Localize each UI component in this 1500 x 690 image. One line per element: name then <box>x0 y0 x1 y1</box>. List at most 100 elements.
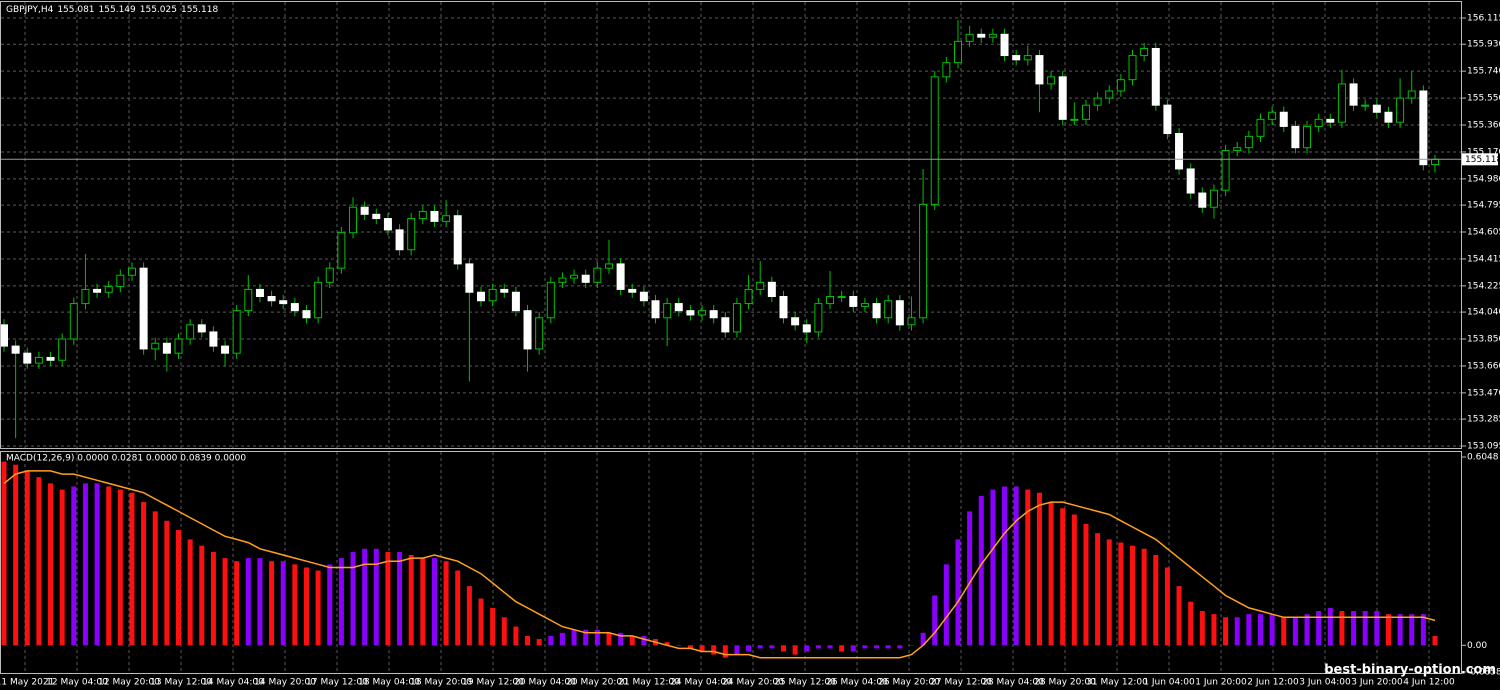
candle-body <box>477 291 485 302</box>
candle-body <box>628 288 637 293</box>
macd-bar <box>1130 545 1136 646</box>
candle-body <box>1291 125 1300 149</box>
x-tick-label: 20 May 04:00 <box>514 678 576 688</box>
macd-bar <box>164 520 170 646</box>
macd-bar <box>804 645 810 652</box>
candle-body <box>325 267 334 283</box>
candle-body <box>849 295 858 307</box>
candle-body <box>1198 192 1207 208</box>
x-tick-label: 26 May 04:00 <box>826 678 888 688</box>
candle-body <box>814 303 823 333</box>
macd-bar <box>1141 548 1147 646</box>
candle-body <box>11 345 20 354</box>
macd-bar <box>1397 614 1403 646</box>
macd-bar <box>664 642 670 646</box>
x-tick-label: 25 May 12:00 <box>774 678 836 688</box>
macd-bar <box>618 632 624 646</box>
candle-body <box>407 218 416 251</box>
macd-bar <box>1269 614 1275 646</box>
macd-bar <box>129 492 135 646</box>
macd-panel-frame <box>0 451 1462 674</box>
candle-body <box>988 33 997 38</box>
macd-bar <box>874 645 880 649</box>
candle-body <box>1431 158 1439 166</box>
x-tick-label: 3 Jun 20:00 <box>1351 678 1403 688</box>
macd-bar <box>757 645 763 649</box>
macd-bar <box>606 632 612 646</box>
candle-body <box>1419 90 1428 166</box>
candle-body <box>360 206 369 215</box>
macd-bar <box>525 635 531 646</box>
macd-bar <box>1257 614 1263 646</box>
macd-bar <box>1060 508 1066 646</box>
candle-body <box>907 317 916 326</box>
candle-body <box>139 267 148 350</box>
macd-bar <box>1036 492 1042 646</box>
macd-bar <box>1002 486 1008 646</box>
macd-bar <box>315 570 321 646</box>
candle-body <box>127 267 136 276</box>
macd-bar <box>746 645 752 652</box>
candle-body <box>593 267 602 283</box>
candle-body <box>1175 133 1184 170</box>
candle-body <box>314 281 323 319</box>
candle-body <box>23 352 32 364</box>
candle-body <box>1221 150 1230 191</box>
macd-bar <box>1339 611 1345 646</box>
macd-bar <box>571 629 577 646</box>
candle-body <box>698 310 707 316</box>
macd-bar <box>1048 502 1054 646</box>
candle-body <box>290 303 299 312</box>
candle-body <box>930 76 939 205</box>
macd-bar <box>1083 523 1089 646</box>
macd-bar <box>897 645 903 649</box>
macd-bar <box>955 539 961 646</box>
macd-bar <box>967 511 973 646</box>
candle-body <box>383 218 392 231</box>
y-tick-label: 154.605 <box>1467 228 1500 238</box>
candle-body <box>709 310 718 319</box>
candle-body <box>604 263 613 269</box>
macd-bar <box>862 645 868 649</box>
macd-bar <box>199 545 205 646</box>
candle-body <box>174 338 183 354</box>
x-tick-label: 18 May 04:00 <box>358 678 420 688</box>
macd-bar <box>362 548 368 646</box>
candle-body <box>1279 111 1288 127</box>
macd-bar <box>978 495 984 646</box>
macd-bar <box>1234 617 1240 646</box>
x-tick-label: 13 May 12:00 <box>150 678 212 688</box>
x-tick-label: 26 May 20:00 <box>878 678 940 688</box>
x-tick-label: 18 May 20:00 <box>410 678 472 688</box>
macd-bar <box>24 470 30 646</box>
candle-body <box>1314 118 1323 127</box>
candle-body <box>1047 76 1056 85</box>
y-tick-label: 154.415 <box>1467 254 1500 264</box>
macd-bar <box>478 598 484 646</box>
macd-bar <box>106 486 112 646</box>
macd-bar <box>338 558 344 646</box>
macd-bar <box>1281 617 1287 646</box>
candle-body <box>1337 83 1346 123</box>
candle-body <box>488 288 497 302</box>
y-tick-label: 154.795 <box>1467 201 1500 211</box>
macd-bar <box>583 629 589 646</box>
macd-tick-label: 0.6048 <box>1467 453 1499 463</box>
candle-body <box>1186 168 1195 194</box>
macd-tick-label: 0.00 <box>1467 641 1487 651</box>
x-tick-label: 19 May 12:00 <box>462 678 524 688</box>
y-tick-label: 156.115 <box>1467 14 1500 24</box>
x-tick-label: 17 May 12:00 <box>306 678 368 688</box>
macd-bar <box>1199 611 1205 646</box>
candle-body <box>116 274 125 288</box>
x-tick-label: 1 Jun 20:00 <box>1195 678 1247 688</box>
macd-bar <box>501 617 507 646</box>
candle-body <box>802 324 811 333</box>
macd-bar <box>466 586 472 646</box>
candle-body <box>465 263 474 293</box>
candle-body <box>69 303 78 340</box>
x-tick-label: 3 Jun 04:00 <box>1299 678 1351 688</box>
candle-body <box>209 331 218 347</box>
candle-body <box>732 303 741 333</box>
